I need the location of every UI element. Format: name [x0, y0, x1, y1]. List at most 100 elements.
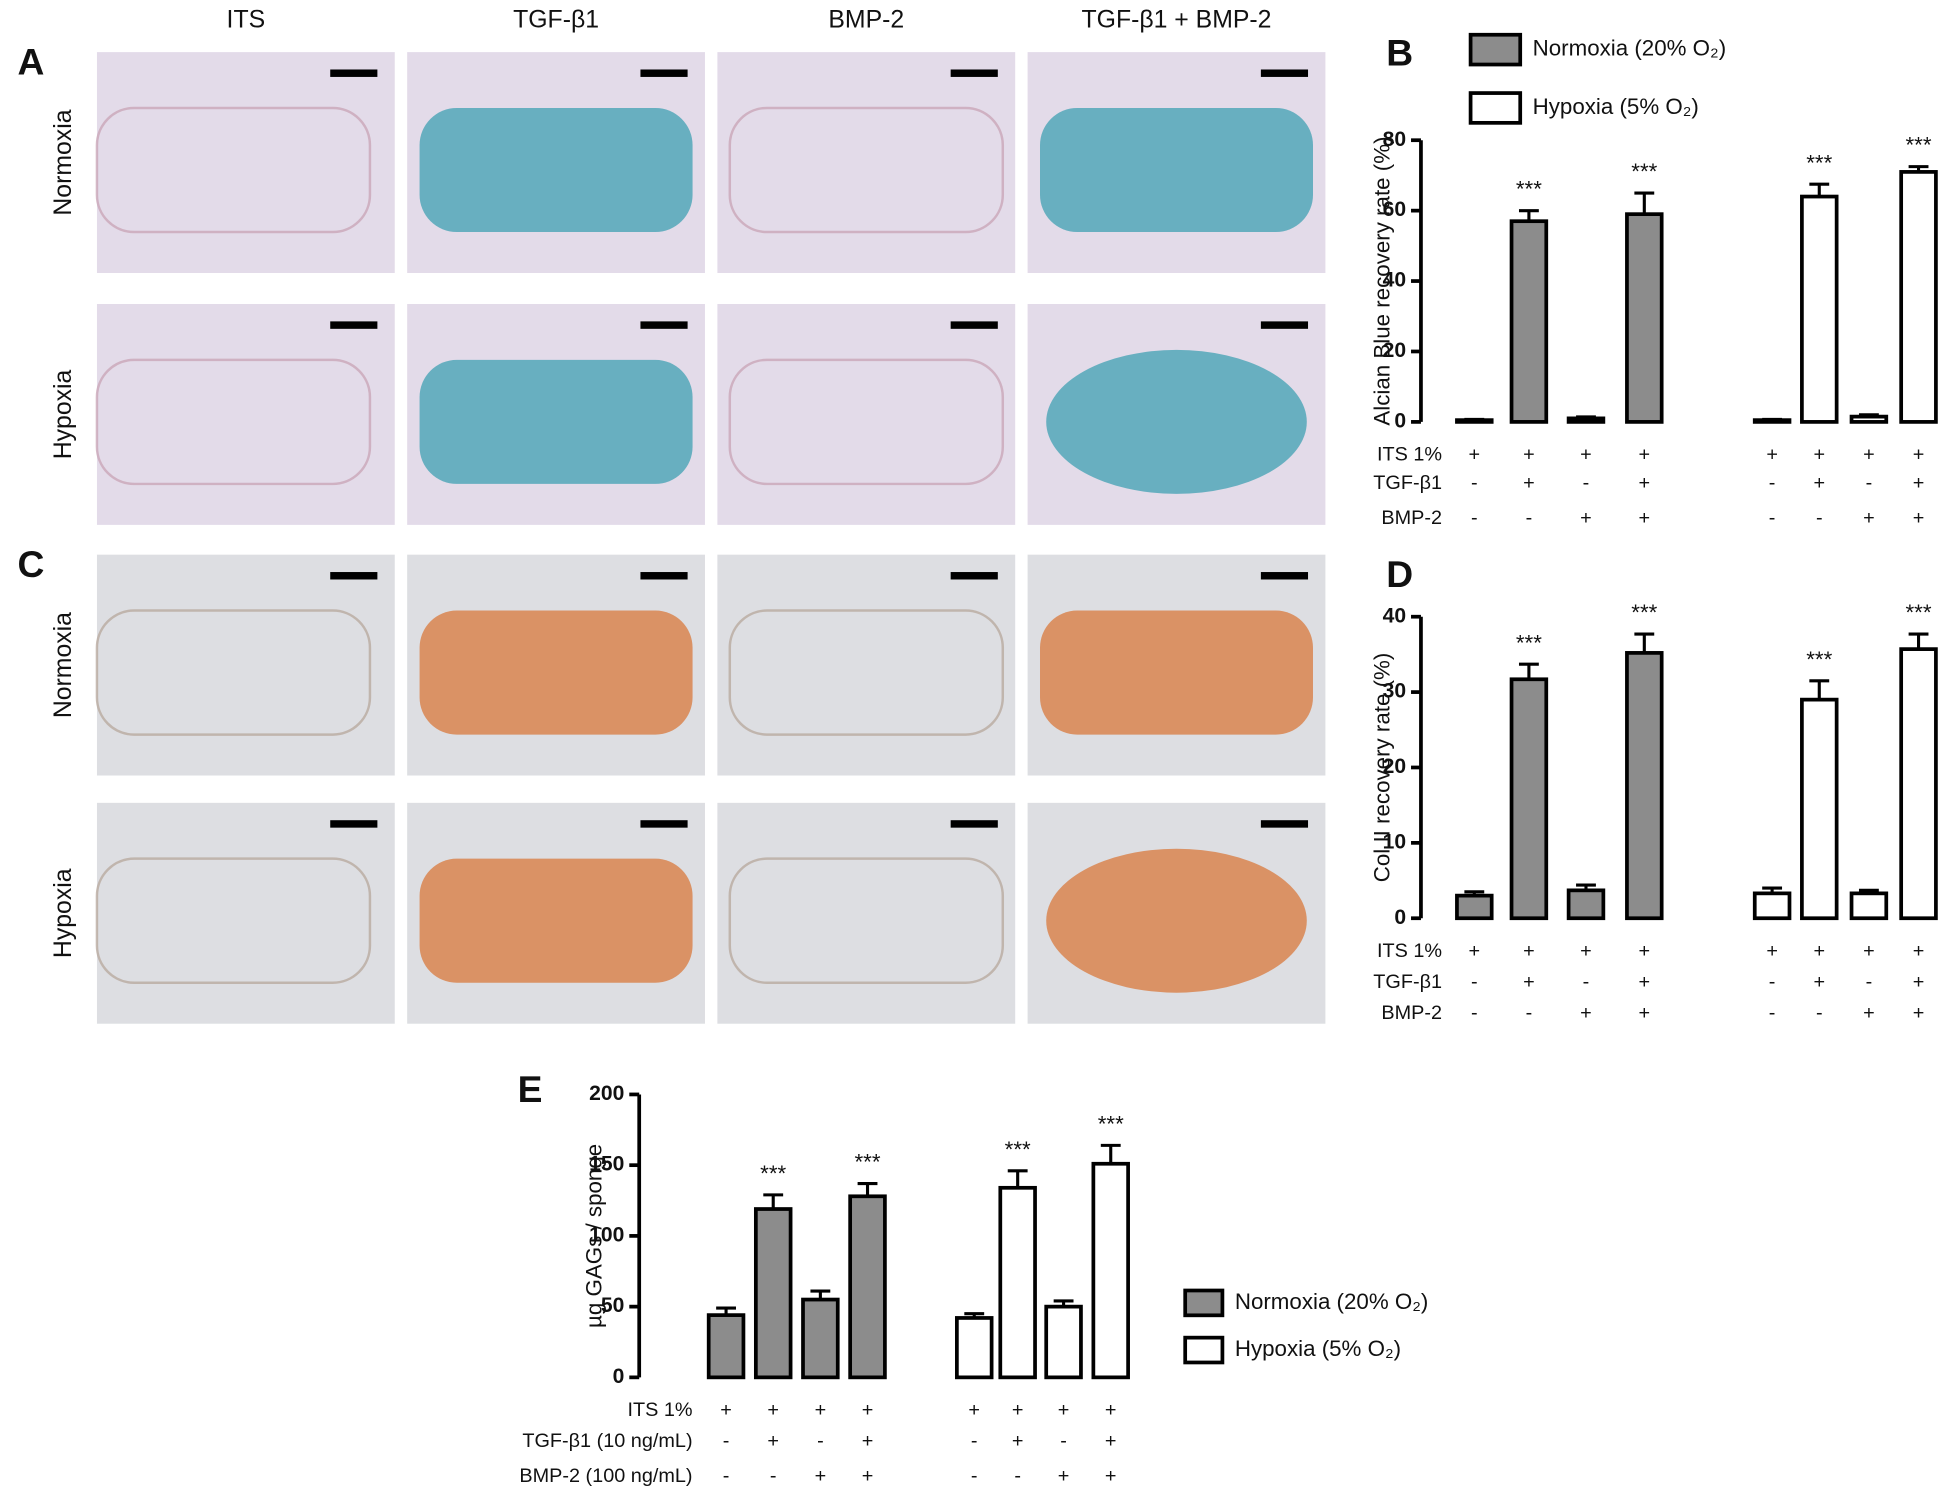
condition-mark: - [1816, 1002, 1823, 1024]
bar [753, 1207, 793, 1380]
tissue [419, 858, 693, 983]
y-tick-label: 0 [1394, 409, 1406, 432]
micrograph [96, 304, 395, 525]
tissue [728, 358, 1005, 486]
scale-bar [1260, 820, 1309, 828]
condition-mark: + [1913, 971, 1925, 993]
condition-mark: - [1526, 507, 1533, 529]
tissue [728, 609, 1005, 736]
condition-label: BMP-2 (100 ng/mL) [519, 1465, 692, 1487]
condition-mark: - [817, 1430, 824, 1452]
condition-label: ITS 1% [1377, 444, 1442, 466]
condition-mark: - [1769, 1002, 1776, 1024]
condition-mark: - [1471, 472, 1478, 494]
tissue [419, 107, 693, 233]
condition-mark: + [862, 1465, 874, 1487]
row-label: Normoxia [50, 109, 77, 215]
condition-mark: - [1526, 1002, 1533, 1024]
bar [1509, 677, 1549, 921]
condition-mark: + [1913, 1002, 1925, 1024]
condition-mark: + [1105, 1399, 1117, 1421]
condition-mark: + [1639, 971, 1651, 993]
condition-mark: + [1523, 940, 1535, 962]
condition-mark: + [1813, 472, 1825, 494]
condition-mark: + [1639, 444, 1651, 466]
tissue [728, 857, 1005, 985]
panel-letter: C [18, 543, 45, 585]
condition-mark: + [968, 1399, 980, 1421]
bar [1625, 651, 1664, 921]
micrograph [717, 52, 1016, 273]
micrograph [96, 554, 395, 776]
significance: *** [1905, 600, 1931, 625]
y-tick-label: 0 [613, 1365, 625, 1388]
condition-mark: + [1580, 1002, 1592, 1024]
condition-mark: + [1105, 1465, 1117, 1487]
chart: Eµg GAGs / sponge 0 50 100 150 200 *** *** Normo… [518, 1068, 1429, 1487]
panel-letter: A [18, 40, 45, 82]
condition-mark: - [1769, 971, 1776, 993]
tissue [1040, 610, 1313, 735]
condition-mark: - [1471, 507, 1478, 529]
condition-mark: + [1058, 1465, 1070, 1487]
tissue [95, 857, 372, 985]
condition-mark: - [1866, 472, 1873, 494]
y-axis-label: Col II recovery rate (%) [1370, 653, 1395, 883]
bar [706, 1313, 746, 1380]
bar [998, 1185, 1037, 1380]
condition-mark: + [1639, 940, 1651, 962]
condition-mark: - [770, 1465, 777, 1487]
tissue [728, 106, 1005, 234]
condition-mark: - [1816, 507, 1823, 529]
column-header: BMP-2 [828, 7, 904, 34]
scale-bar [950, 820, 998, 828]
y-tick-label: 80 [1383, 128, 1406, 151]
significance: *** [1905, 133, 1931, 158]
condition-mark: + [767, 1399, 779, 1421]
y-tick-label: 100 [589, 1223, 624, 1246]
condition-mark: + [720, 1399, 732, 1421]
condition-mark: + [1639, 1002, 1651, 1024]
condition-mark: + [1863, 940, 1875, 962]
column-header: TGF-β1 [513, 7, 599, 34]
condition-mark: + [862, 1399, 874, 1421]
bar [1566, 416, 1606, 424]
condition-mark: + [1913, 472, 1925, 494]
condition-mark: + [1580, 507, 1592, 529]
condition-mark: - [1014, 1465, 1021, 1487]
condition-mark: + [1813, 971, 1825, 993]
y-tick-label: 10 [1383, 830, 1406, 853]
bar [1800, 194, 1839, 424]
condition-mark: + [1913, 507, 1925, 529]
condition-mark: + [1639, 472, 1651, 494]
legend-label: Normoxia (20% O₂) [1533, 36, 1727, 61]
significance: *** [1098, 1111, 1124, 1136]
panel-letter: E [518, 1068, 543, 1110]
legend-swatch [1468, 32, 1523, 67]
scale-bar [1260, 321, 1309, 329]
y-tick-label: 20 [1383, 339, 1406, 362]
condition-mark: + [1639, 507, 1651, 529]
condition-mark: + [1058, 1399, 1070, 1421]
tissue [95, 106, 372, 234]
y-tick-label: 150 [589, 1153, 624, 1176]
condition-mark: + [1105, 1430, 1117, 1452]
y-tick-label: 50 [601, 1294, 624, 1317]
condition-mark: + [1580, 940, 1592, 962]
significance: *** [1516, 177, 1542, 202]
legend-swatch [1183, 1335, 1225, 1365]
scale-bar [950, 69, 998, 77]
condition-mark: + [1913, 444, 1925, 466]
tissue [419, 359, 693, 484]
condition-mark: + [815, 1465, 827, 1487]
bar [1752, 418, 1792, 424]
bar [1455, 418, 1494, 424]
scale-bar [640, 69, 688, 77]
legend-swatch [1468, 91, 1523, 125]
micrograph [717, 802, 1016, 1024]
tissue [419, 610, 693, 735]
bar [1849, 414, 1889, 424]
y-tick-label: 40 [1383, 604, 1406, 627]
row-label: Hypoxia [50, 369, 77, 459]
column-header: ITS [227, 7, 266, 34]
